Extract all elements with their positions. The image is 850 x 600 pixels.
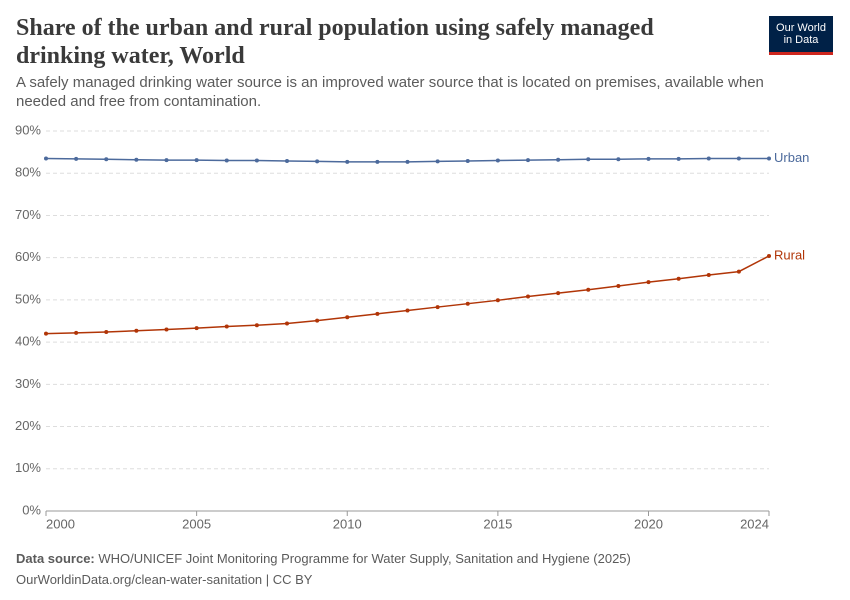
point xyxy=(224,324,229,329)
footer: Data source: WHO/UNICEF Joint Monitoring… xyxy=(16,548,631,590)
chart: 0% 10% 20% 30% 40% 50% 60% 70% 80% 90% 2000 2005 201… xyxy=(15,122,809,531)
x-tick-label: 2024 xyxy=(740,516,769,531)
x-tick-label: 2000 xyxy=(46,516,75,531)
point xyxy=(767,156,771,161)
point xyxy=(556,291,561,296)
y-tick-label: 70% xyxy=(15,207,41,222)
point xyxy=(495,298,500,303)
point xyxy=(586,157,591,162)
logo-line: Our World xyxy=(776,22,826,34)
point xyxy=(104,157,109,162)
point xyxy=(345,159,350,164)
point xyxy=(767,253,771,258)
logo-line: in Data xyxy=(783,34,819,46)
y-tick-label: 80% xyxy=(15,165,41,180)
y-tick-label: 30% xyxy=(15,376,41,391)
series-label: Rural xyxy=(774,247,805,262)
point xyxy=(74,156,79,161)
point xyxy=(254,323,259,328)
point xyxy=(375,159,380,164)
point xyxy=(345,315,350,320)
point xyxy=(164,158,169,163)
point xyxy=(104,329,109,334)
chart-subtitle: A safely managed drinking water source i… xyxy=(16,74,764,110)
point xyxy=(465,158,470,163)
point xyxy=(405,308,410,313)
point xyxy=(194,326,199,331)
point xyxy=(526,158,530,163)
point xyxy=(465,301,470,306)
chart-title: Share of the urban and rural population … xyxy=(16,15,654,69)
point xyxy=(254,158,259,163)
point xyxy=(586,287,591,292)
y-tick-label: 10% xyxy=(15,460,41,475)
point xyxy=(676,156,681,161)
x-tick-label: 2015 xyxy=(483,516,512,531)
source: WHO/UNICEF Joint Monitoring Programme fo… xyxy=(98,551,631,566)
y-tick-label: 0% xyxy=(22,502,41,517)
point xyxy=(736,269,741,274)
point xyxy=(646,156,651,161)
x-tick-label: 2020 xyxy=(634,516,663,531)
url[interactable]: OurWorldinData.org/clean-water-sanitatio… xyxy=(16,572,313,587)
y-tick-label: 90% xyxy=(15,122,41,137)
y-tick-label: 60% xyxy=(15,249,41,264)
point xyxy=(405,159,410,164)
point xyxy=(676,276,681,281)
point xyxy=(74,330,79,335)
point xyxy=(556,157,561,162)
point xyxy=(315,159,320,164)
point xyxy=(646,280,651,285)
series-line xyxy=(45,255,770,335)
x-tick-label: 2005 xyxy=(182,516,211,531)
point xyxy=(435,159,440,164)
point xyxy=(44,331,48,336)
point xyxy=(706,156,711,161)
point xyxy=(495,158,500,163)
point xyxy=(616,157,621,162)
point xyxy=(285,158,289,163)
point xyxy=(224,158,229,163)
point xyxy=(706,272,711,277)
point xyxy=(44,156,48,161)
point xyxy=(134,157,139,162)
point xyxy=(375,311,380,316)
point xyxy=(526,294,530,299)
logo[interactable]: Our World in Data xyxy=(769,16,833,55)
point xyxy=(616,283,621,288)
point xyxy=(435,305,440,310)
point xyxy=(736,156,741,161)
x-tick-label: 2010 xyxy=(333,516,362,531)
y-tick-label: 20% xyxy=(15,418,41,433)
y-tick-label: 50% xyxy=(15,291,41,306)
point xyxy=(315,318,320,323)
point xyxy=(285,321,289,326)
point xyxy=(164,327,169,332)
series-label: Urban xyxy=(774,150,809,165)
point xyxy=(194,158,199,163)
source-label: Data source: xyxy=(16,551,95,566)
point xyxy=(134,328,139,333)
y-tick-label: 40% xyxy=(15,334,41,349)
